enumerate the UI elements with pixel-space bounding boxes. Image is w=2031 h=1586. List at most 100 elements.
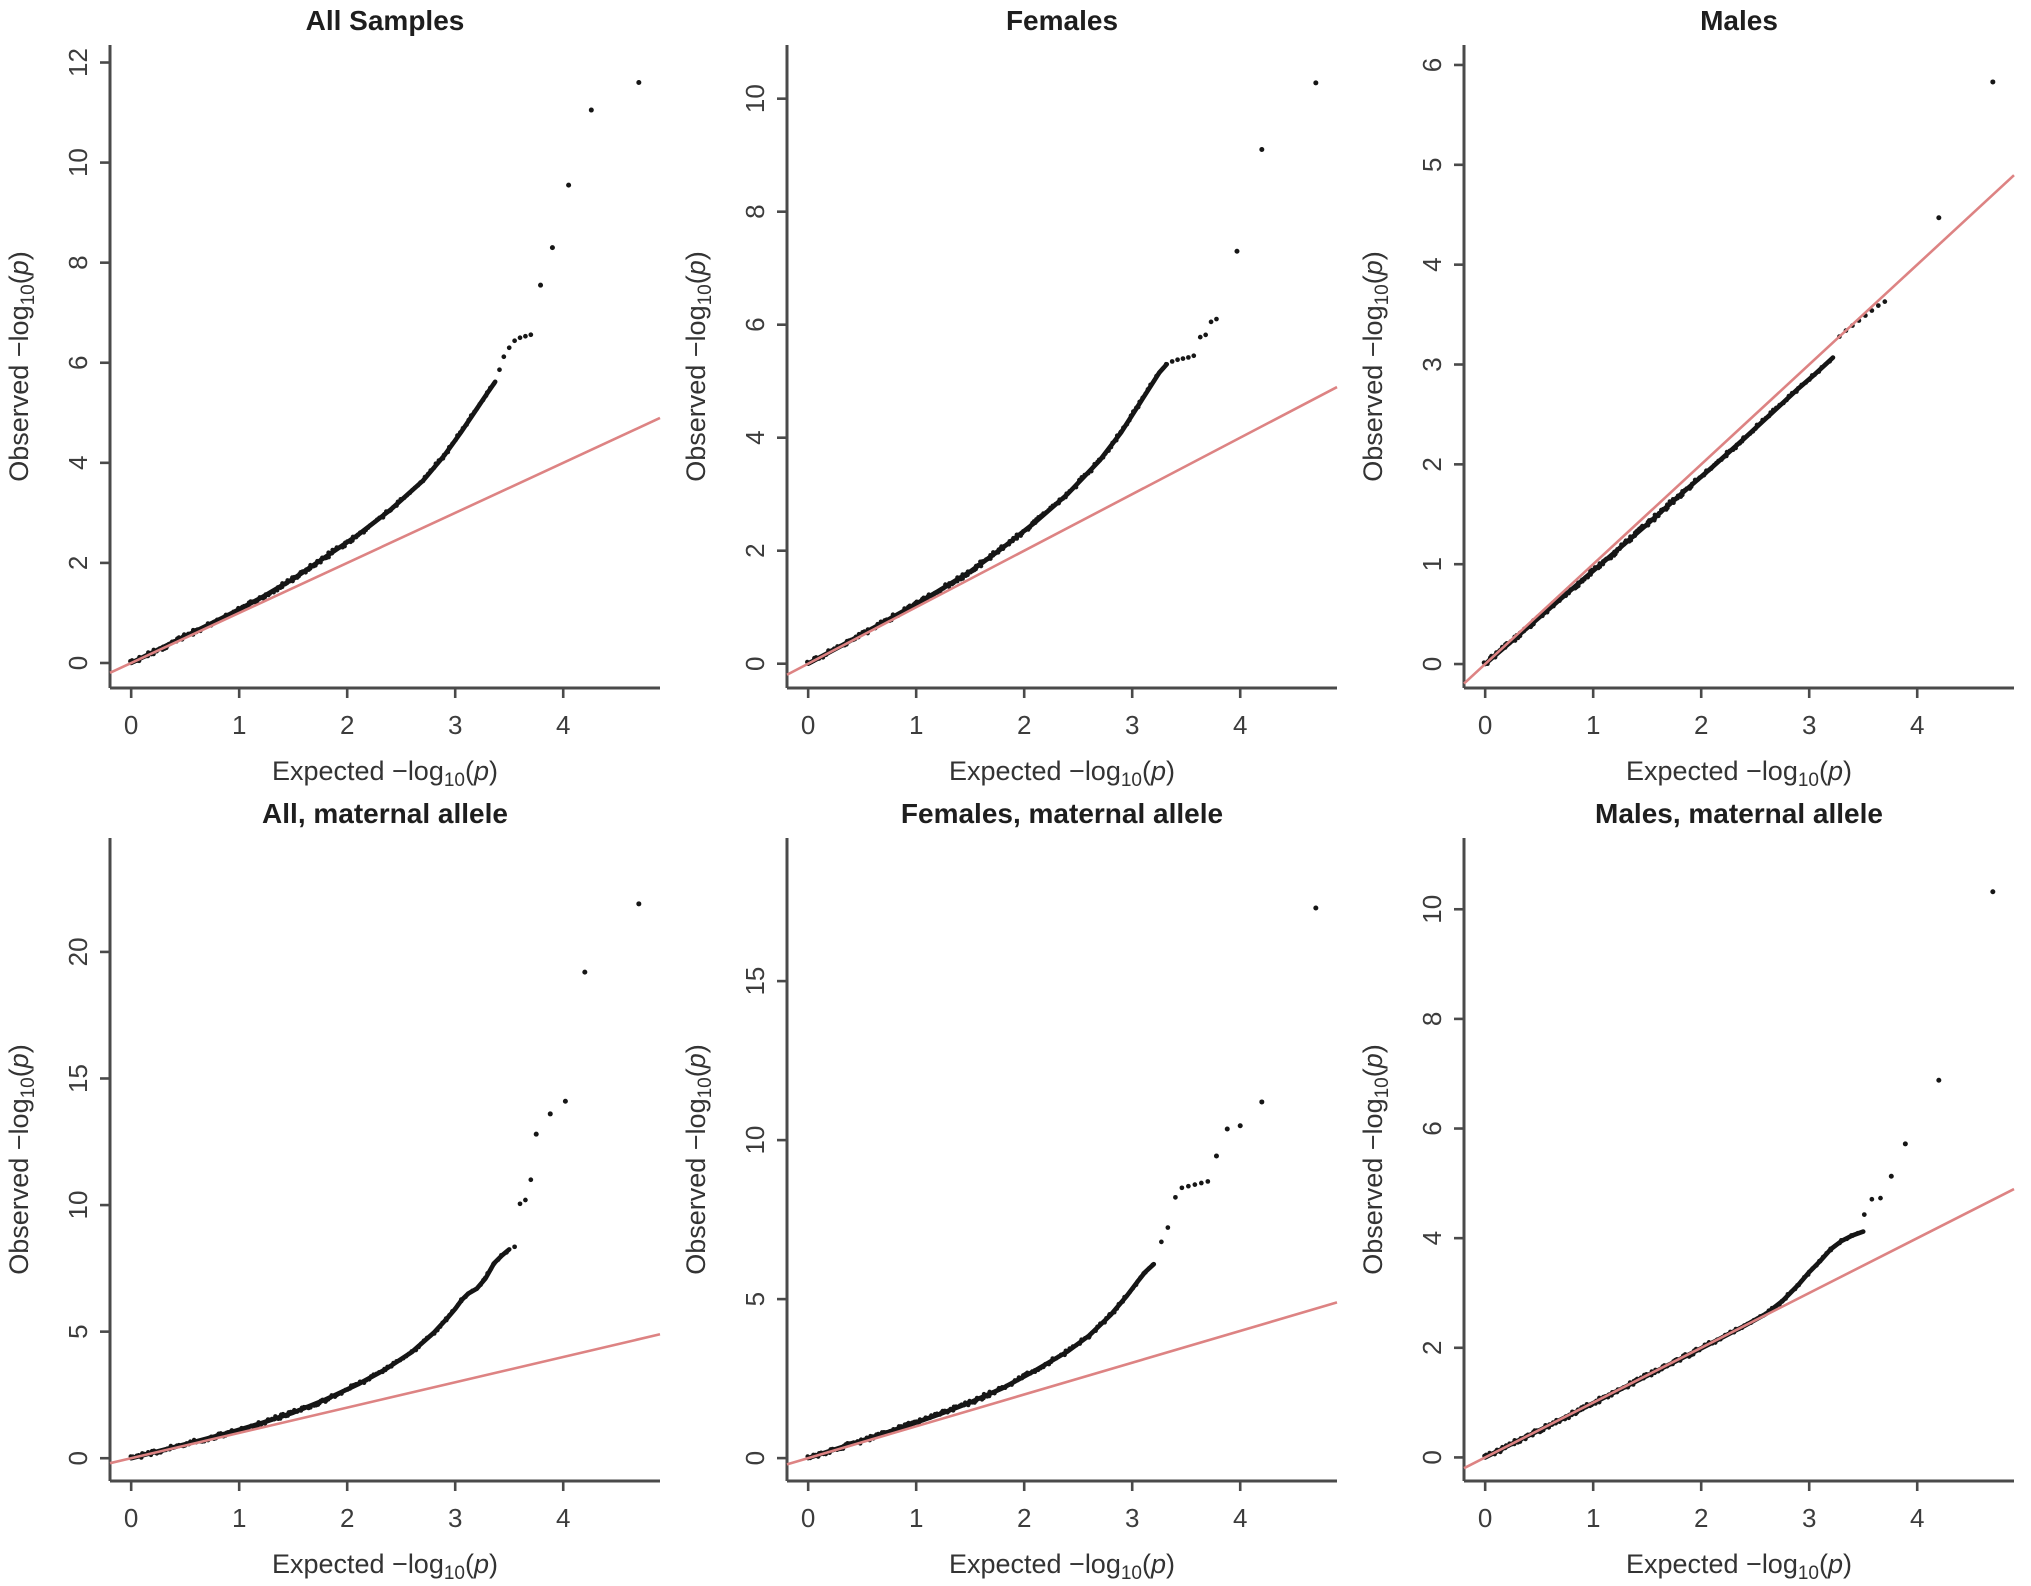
x-axis-label: Expected −log10(p): [272, 1549, 498, 1584]
y-tick-label: 4: [1417, 257, 1447, 271]
qq-plot-males-maternal-allele: 0 1 2 3 4 0 2 4 6 8 10 Males, maternal allele Expect…: [1354, 793, 2031, 1586]
x-tick-label: 0: [124, 1503, 138, 1533]
y-tick-label: 0: [1417, 657, 1447, 671]
identity-line: [1463, 174, 2015, 685]
y-tick-label: 3: [1417, 357, 1447, 371]
identity-line: [786, 385, 1338, 676]
x-tick-label: 1: [1586, 710, 1600, 740]
y-tick-label: 4: [740, 430, 770, 444]
plot-title: All, maternal allele: [262, 798, 508, 829]
y-tick-label: 15: [740, 967, 770, 996]
y-axis-label: Observed −log10(p): [4, 251, 39, 482]
x-tick-label: 3: [1125, 710, 1139, 740]
y-tick-label: 10: [63, 1191, 93, 1220]
x-tick-label: 0: [801, 710, 815, 740]
x-tick-label: 4: [1233, 710, 1247, 740]
plot-title: Males: [1700, 5, 1778, 36]
x-axis-label: Expected −log10(p): [272, 756, 498, 791]
y-tick-label: 5: [740, 1292, 770, 1306]
x-tick-label: 2: [340, 1503, 354, 1533]
x-tick-label: 3: [1802, 1503, 1816, 1533]
identity-line: [786, 1301, 1338, 1466]
x-tick-label: 2: [1694, 1503, 1708, 1533]
y-tick-label: 0: [63, 1451, 93, 1465]
y-axis-label: Observed −log10(p): [4, 1044, 39, 1275]
y-tick-label: 10: [1417, 895, 1447, 924]
plot-title: All Samples: [306, 5, 465, 36]
x-tick-label: 2: [1694, 710, 1708, 740]
x-tick-label: 4: [1910, 710, 1924, 740]
plot-title: Females: [1006, 5, 1118, 36]
x-tick-label: 4: [556, 710, 570, 740]
qq-plot-cell-males: 0 1 2 3 4 0 1 2 3 4 5 6 Males Expected −log10(p) Obser…: [1354, 0, 2031, 793]
y-tick-label: 0: [1417, 1450, 1447, 1464]
x-tick-label: 0: [1478, 1503, 1492, 1533]
qq-plot-cell-females-maternal-allele: 0 1 2 3 4 0 5 10 15 Females, maternal allele Expec…: [677, 793, 1354, 1586]
y-tick-label: 4: [1417, 1231, 1447, 1245]
x-tick-label: 1: [909, 710, 923, 740]
y-tick-label: 6: [1417, 1121, 1447, 1135]
x-tick-label: 1: [909, 1503, 923, 1533]
x-tick-label: 2: [1017, 1503, 1031, 1533]
y-tick-label: 0: [740, 656, 770, 670]
identity-line: [109, 1333, 661, 1465]
identity-line: [109, 416, 661, 674]
plot-title: Females, maternal allele: [901, 798, 1223, 829]
x-axis-label: Expected −log10(p): [1626, 756, 1852, 791]
qq-plot-males: 0 1 2 3 4 0 1 2 3 4 5 6 Males Expected −log10(p) Obser…: [1354, 0, 2031, 793]
x-tick-label: 1: [232, 1503, 246, 1533]
y-tick-label: 0: [740, 1451, 770, 1465]
y-tick-label: 10: [740, 84, 770, 113]
y-tick-label: 5: [1417, 158, 1447, 172]
y-tick-label: 4: [63, 456, 93, 470]
x-tick-label: 3: [1125, 1503, 1139, 1533]
qq-plot-females: 0 1 2 3 4 0 2 4 6 8 10 Females Expected −log10(p) Obs…: [677, 0, 1354, 793]
x-tick-label: 0: [124, 710, 138, 740]
y-axis-label: Observed −log10(p): [681, 251, 716, 482]
x-tick-label: 3: [1802, 710, 1816, 740]
y-tick-label: 8: [63, 255, 93, 269]
x-tick-label: 0: [801, 1503, 815, 1533]
y-tick-label: 8: [1417, 1012, 1447, 1026]
x-tick-label: 2: [1017, 710, 1031, 740]
x-tick-label: 1: [1586, 1503, 1600, 1533]
qq-plot-cell-all-samples: 0 1 2 3 4 0 2 4 6 8 10 12 All Samples Expected −log10…: [0, 0, 677, 793]
x-tick-label: 4: [1910, 1503, 1924, 1533]
x-tick-label: 0: [1478, 710, 1492, 740]
y-tick-label: 8: [740, 204, 770, 218]
y-tick-label: 20: [63, 937, 93, 966]
y-tick-label: 2: [1417, 1341, 1447, 1355]
qq-points: [128, 80, 642, 666]
identity-line: [1463, 1187, 2015, 1470]
x-axis-label: Expected −log10(p): [1626, 1549, 1852, 1584]
y-tick-label: 10: [740, 1126, 770, 1155]
x-tick-label: 3: [448, 710, 462, 740]
qq-plot-females-maternal-allele: 0 1 2 3 4 0 5 10 15 Females, maternal allele Expec…: [677, 793, 1354, 1586]
y-tick-label: 1: [1417, 557, 1447, 571]
x-axis-label: Expected −log10(p): [949, 1549, 1175, 1584]
qq-plot-cell-females: 0 1 2 3 4 0 2 4 6 8 10 Females Expected −log10(p) Obs…: [677, 0, 1354, 793]
y-tick-label: 2: [1417, 457, 1447, 471]
x-tick-label: 2: [340, 710, 354, 740]
qq-points: [805, 905, 1319, 1461]
y-axis-label: Observed −log10(p): [681, 1044, 716, 1275]
x-tick-label: 4: [556, 1503, 570, 1533]
y-tick-label: 2: [740, 543, 770, 557]
y-axis-label: Observed −log10(p): [1358, 1044, 1393, 1275]
qq-plot-cell-males-maternal-allele: 0 1 2 3 4 0 2 4 6 8 10 Males, maternal allele Expect…: [1354, 793, 2031, 1586]
qq-plot-all-maternal-allele: 0 1 2 3 4 0 5 10 15 20 All, maternal allele Expecte…: [0, 793, 677, 1586]
y-tick-label: 2: [63, 556, 93, 570]
qq-plot-cell-all-maternal-allele: 0 1 2 3 4 0 5 10 15 20 All, maternal allele Expecte…: [0, 793, 677, 1586]
y-tick-label: 6: [1417, 58, 1447, 72]
plot-title: Males, maternal allele: [1595, 798, 1883, 829]
y-tick-label: 0: [63, 656, 93, 670]
y-tick-label: 12: [63, 48, 93, 77]
y-tick-label: 10: [63, 148, 93, 177]
x-tick-label: 1: [232, 710, 246, 740]
y-axis-label: Observed −log10(p): [1358, 251, 1393, 482]
y-tick-label: 15: [63, 1064, 93, 1093]
y-tick-label: 5: [63, 1324, 93, 1338]
x-tick-label: 3: [448, 1503, 462, 1533]
